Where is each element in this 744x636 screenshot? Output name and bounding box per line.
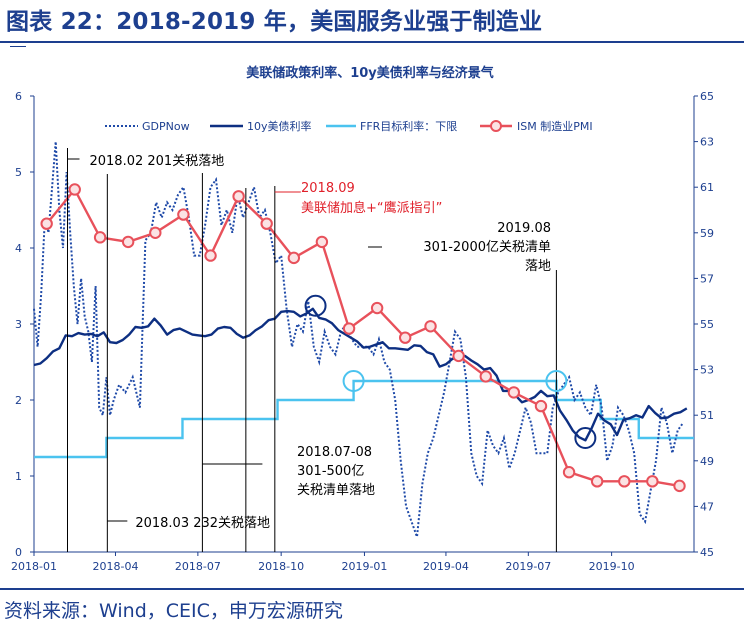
pmi-marker (287, 251, 301, 265)
pmi-marker (315, 235, 329, 249)
x-tick-label: 2019-07 (505, 560, 551, 573)
annotation-301-2000-text: 301-2000亿关税清单 (423, 240, 551, 255)
legend-gdpnow-label: GDPNow (142, 120, 190, 133)
x-tick-label: 2019-01 (341, 560, 387, 573)
y-right-tick-label: 65 (700, 90, 714, 103)
source-rule (0, 588, 744, 590)
annotation-fed-text: 2018.09 (301, 181, 355, 196)
pmi-marker (479, 370, 492, 383)
pmi-marker (618, 475, 631, 488)
y-right-tick-label: 45 (700, 546, 714, 559)
annotation-301-500-text: 2018.07-08 (297, 445, 372, 460)
pmi-line (45, 187, 680, 488)
pmi-marker (534, 399, 548, 413)
y-right-tick-label: 57 (700, 272, 714, 285)
x-tick-label: 2019-10 (589, 560, 635, 573)
annotation-301-2000-text: 落地 (525, 259, 551, 274)
y-left-tick-label: 6 (15, 90, 22, 103)
pmi-marker (452, 349, 465, 363)
pmi-marker (646, 475, 659, 488)
pmi-marker (562, 466, 576, 479)
pmi-marker (149, 226, 162, 240)
pmi-marker (424, 320, 437, 333)
pmi-marker (342, 322, 356, 335)
pmi-marker (93, 231, 107, 244)
pmi-marker (177, 208, 190, 221)
y-left-tick-label: 5 (15, 166, 22, 179)
y-right-tick-label: 49 (700, 455, 714, 468)
title-rule-stub (10, 46, 26, 47)
y-left-tick-label: 0 (15, 546, 22, 559)
annotation-301-500-text: 301-500亿 (297, 464, 364, 479)
y-left-tick-label: 3 (15, 318, 22, 331)
x-tick-label: 2018-01 (11, 560, 57, 573)
x-tick-label: 2018-10 (258, 560, 304, 573)
highlight-circle (342, 370, 365, 392)
pmi-series (40, 183, 686, 493)
y-left-tick-label: 2 (15, 394, 22, 407)
legend-treasury-label: 10y美债利率 (247, 119, 312, 133)
x-tick-label: 2018-07 (175, 560, 221, 573)
pmi-marker (232, 190, 245, 203)
treasury-10y-line (33, 307, 688, 442)
chart-legend: GDPNow 10y美债利率 FFR目标利率：下限 ISM 制造业PMI (105, 119, 593, 133)
y-left-tick-label: 4 (15, 242, 22, 255)
x-tick-label: 2018-04 (92, 560, 138, 573)
treasury-10y-series (33, 307, 688, 442)
legend-ffr-label: FFR目标利率：下限 (360, 119, 457, 133)
annotation-301-500-text: 关税清单落地 (297, 483, 375, 498)
annotation-fed-text: 美联储加息+“鹰派指引” (301, 200, 442, 216)
pmi-marker (40, 217, 53, 230)
y-right-tick-label: 63 (700, 136, 714, 149)
annotation-301-2000-text: 2019.08 (497, 221, 551, 236)
y-right-tick-label: 59 (700, 227, 714, 240)
pmi-marker (507, 386, 521, 399)
y-right-tick-label: 51 (700, 409, 714, 422)
x-tick-label: 2019-04 (423, 560, 469, 573)
y-right-tick-label: 47 (700, 500, 714, 513)
legend-pmi-marker (490, 120, 502, 132)
figure-title: 图表 22：2018-2019 年，美国服务业强于制造业 (6, 9, 543, 35)
y-left-tick-label: 1 (15, 470, 22, 483)
chart-title: 美联储政策利率、10y美债利率与经济景气 (246, 65, 494, 81)
pmi-marker (204, 249, 217, 262)
pmi-marker (398, 331, 412, 344)
chart-figure: 美联储政策利率、10y美债利率与经济景气 0123456454749515355… (11, 65, 714, 573)
highlight-circle (574, 427, 597, 449)
highlight-circle (304, 294, 327, 317)
title-rule (0, 41, 744, 43)
pmi-marker (260, 217, 273, 230)
source-note: 资料来源：Wind，CEIC，申万宏源研究 (4, 600, 343, 622)
y-right-tick-label: 53 (700, 364, 714, 377)
y-right-tick-label: 55 (700, 318, 714, 331)
pmi-marker (68, 183, 81, 196)
highlight-circle (545, 370, 568, 392)
pmi-marker (673, 479, 686, 493)
y-right-tick-label: 61 (700, 181, 714, 194)
pmi-marker (370, 301, 384, 315)
legend-pmi-label: ISM 制造业PMI (517, 119, 593, 133)
pmi-marker (121, 235, 135, 249)
pmi-marker (590, 475, 604, 488)
annotation-201-text: 2018.02 201关税落地 (89, 154, 224, 169)
